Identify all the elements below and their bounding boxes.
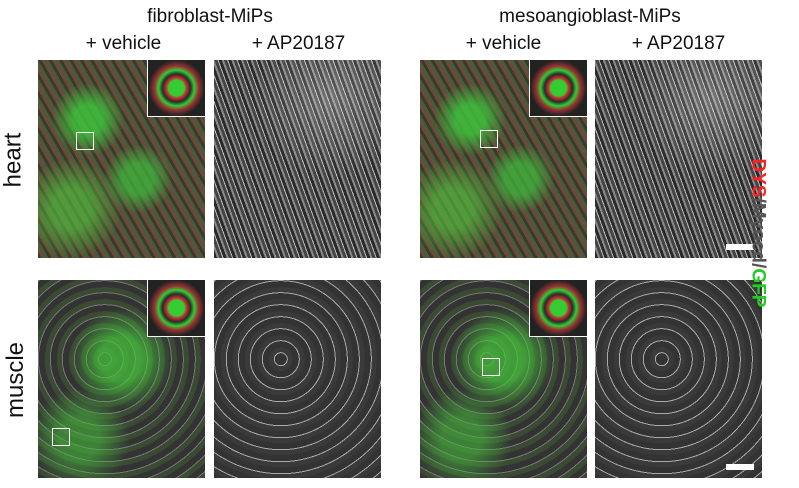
inset-zoom <box>529 60 587 117</box>
stain-legend: DYS/Myocd/GFP <box>747 159 769 394</box>
inset-marker-box <box>76 132 94 150</box>
scale-bar <box>726 244 754 250</box>
legend-myocd: Myocd <box>747 202 769 264</box>
image-fibro-vehicle-heart <box>38 60 205 258</box>
col-vehicle-2: + vehicle <box>465 33 542 54</box>
legend-gfp: GFP <box>747 268 769 308</box>
image-meso-vehicle-heart <box>420 60 587 258</box>
image-meso-vehicle-muscle <box>420 280 587 478</box>
group-title-fibroblast: fibroblast-MiPs <box>147 6 273 27</box>
inset-marker-box <box>480 130 498 148</box>
image-fibro-ap-heart <box>214 60 381 258</box>
image-fibro-vehicle-muscle <box>38 280 205 478</box>
legend-dys: DYS <box>747 158 769 198</box>
inset-zoom <box>529 280 587 337</box>
inset-marker-box <box>482 358 500 376</box>
inset-zoom <box>147 280 205 337</box>
col-ap-1: + AP20187 <box>251 33 346 54</box>
row-label-muscle: muscle <box>2 341 30 419</box>
col-ap-2: + AP20187 <box>631 33 726 54</box>
col-vehicle-1: + vehicle <box>85 33 162 54</box>
inset-marker-box <box>52 428 70 446</box>
image-fibro-ap-muscle <box>214 280 381 478</box>
inset-zoom <box>147 60 205 117</box>
group-title-mesoangioblast: mesoangioblast-MiPs <box>499 6 681 27</box>
image-meso-ap-heart <box>595 60 762 258</box>
image-meso-ap-muscle <box>595 280 762 478</box>
row-label-heart: heart <box>0 132 27 188</box>
scale-bar <box>726 464 754 470</box>
